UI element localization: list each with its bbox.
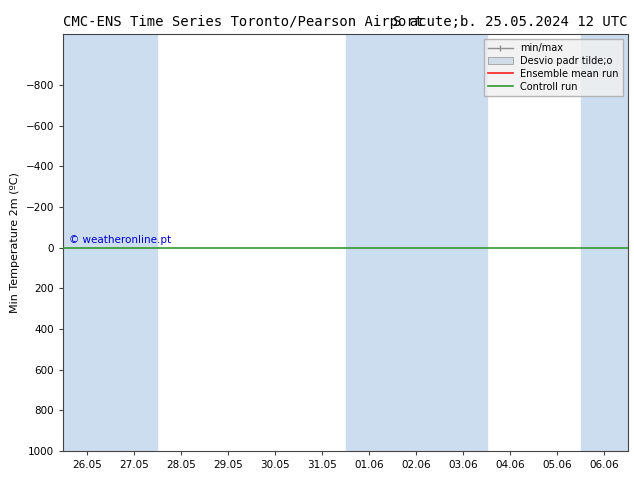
Text: S acute;b. 25.05.2024 12 UTC: S acute;b. 25.05.2024 12 UTC <box>393 15 628 29</box>
Bar <box>346 34 392 451</box>
Bar <box>581 34 628 451</box>
Text: © weatheronline.pt: © weatheronline.pt <box>69 236 171 245</box>
Bar <box>110 34 157 451</box>
Legend: min/max, Desvio padr tilde;o, Ensemble mean run, Controll run: min/max, Desvio padr tilde;o, Ensemble m… <box>484 39 623 96</box>
Text: CMC-ENS Time Series Toronto/Pearson Airport: CMC-ENS Time Series Toronto/Pearson Airp… <box>63 15 424 29</box>
Bar <box>63 34 110 451</box>
Bar <box>392 34 439 451</box>
Bar <box>439 34 486 451</box>
Y-axis label: Min Temperature 2m (ºC): Min Temperature 2m (ºC) <box>10 172 20 313</box>
